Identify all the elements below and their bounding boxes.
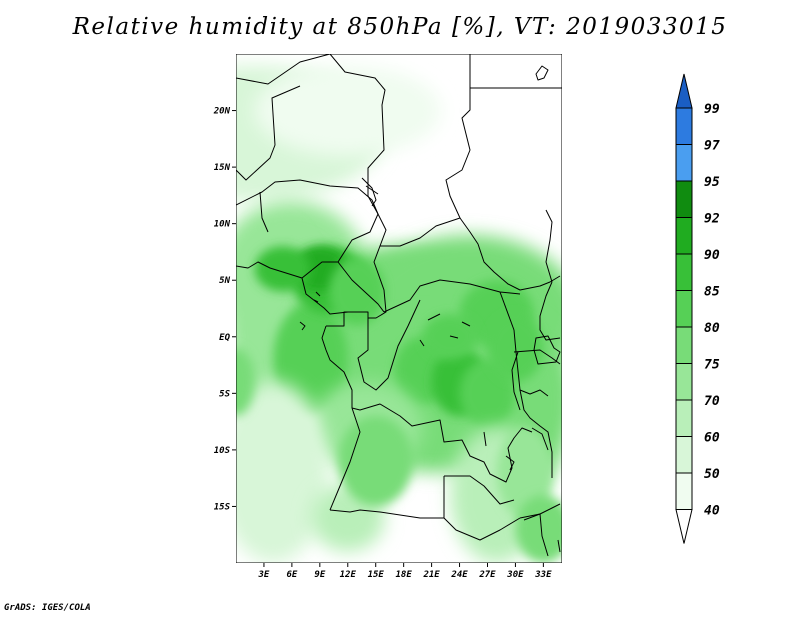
humidity-region bbox=[496, 427, 553, 518]
colorbar-label: 90 bbox=[704, 248, 720, 263]
map-title: Relative humidity at 850hPa [%], VT: 201… bbox=[72, 14, 728, 40]
colorbar-label: 95 bbox=[704, 175, 720, 190]
humidity-region bbox=[338, 415, 413, 507]
colorbar-label: 99 bbox=[704, 102, 720, 117]
map-axis: 3E 6E 9E 12E 15E 18E 21E 24E 27E 30E 33E 20N 15N 10N 5… bbox=[213, 107, 552, 580]
x-tick-label: 27E bbox=[478, 570, 496, 580]
colorbar-segment bbox=[675, 107, 693, 145]
colorbar-bottom-arrow bbox=[675, 509, 693, 544]
colorbar-label: 97 bbox=[704, 139, 720, 154]
colorbar-segment bbox=[675, 399, 693, 437]
y-tick-label: 10S bbox=[214, 446, 231, 456]
colorbar-label: 80 bbox=[704, 321, 720, 336]
country-borders bbox=[236, 54, 562, 557]
humidity-region bbox=[254, 65, 441, 156]
colorbar-label: 50 bbox=[704, 467, 720, 482]
colorbar-label: 40 bbox=[704, 504, 720, 519]
y-tick-label: 20N bbox=[213, 107, 231, 117]
y-tick-label: 5N bbox=[219, 276, 230, 286]
colorbar-label: 75 bbox=[704, 358, 720, 373]
grads-credit: GrADS: IGES/COLA bbox=[4, 603, 91, 613]
y-tick-label: 10N bbox=[214, 220, 231, 230]
x-tick-label: 12E bbox=[340, 570, 357, 580]
colorbar-segment bbox=[675, 472, 693, 510]
x-tick-label: 33E bbox=[534, 570, 552, 580]
y-tick-label: 5S bbox=[219, 389, 230, 399]
colorbar-segment bbox=[675, 290, 693, 328]
x-tick-label: 9E bbox=[314, 570, 325, 580]
colorbar: 40 50 60 70 75 80 85 90 92 95 97 99 bbox=[675, 73, 720, 544]
y-tick-label: 15S bbox=[214, 502, 231, 512]
x-tick-label: 30E bbox=[506, 570, 524, 580]
colorbar-segment bbox=[675, 326, 693, 364]
humidity-region bbox=[236, 382, 330, 563]
humidity-region bbox=[515, 495, 562, 563]
humidity-region bbox=[422, 314, 479, 360]
x-tick-label: 24E bbox=[450, 570, 468, 580]
humidity-region bbox=[329, 257, 386, 326]
colorbar-segment bbox=[675, 180, 693, 218]
colorbar-label: 70 bbox=[704, 394, 720, 409]
y-tick-label: EQ bbox=[219, 333, 230, 343]
colorbar-label: 85 bbox=[704, 285, 720, 300]
x-tick-label: 21E bbox=[422, 570, 440, 580]
humidity-region bbox=[236, 348, 255, 416]
colorbar-segment bbox=[675, 253, 693, 291]
x-tick-label: 3E bbox=[258, 570, 270, 580]
colorbar-segment bbox=[675, 144, 693, 182]
humidity-map bbox=[236, 54, 562, 563]
colorbar-segment bbox=[675, 363, 693, 401]
x-tick-label: 6E bbox=[286, 570, 297, 580]
colorbar-segment bbox=[675, 217, 693, 255]
colorbar-top-arrow bbox=[675, 73, 693, 109]
colorbar-segment bbox=[675, 436, 693, 474]
x-tick-label: 15E bbox=[368, 570, 385, 580]
colorbar-label: 60 bbox=[704, 431, 720, 446]
y-tick-label: 15N bbox=[214, 163, 231, 173]
colorbar-label: 92 bbox=[704, 212, 720, 227]
x-tick-label: 18E bbox=[396, 570, 413, 580]
humidity-region bbox=[254, 246, 311, 292]
